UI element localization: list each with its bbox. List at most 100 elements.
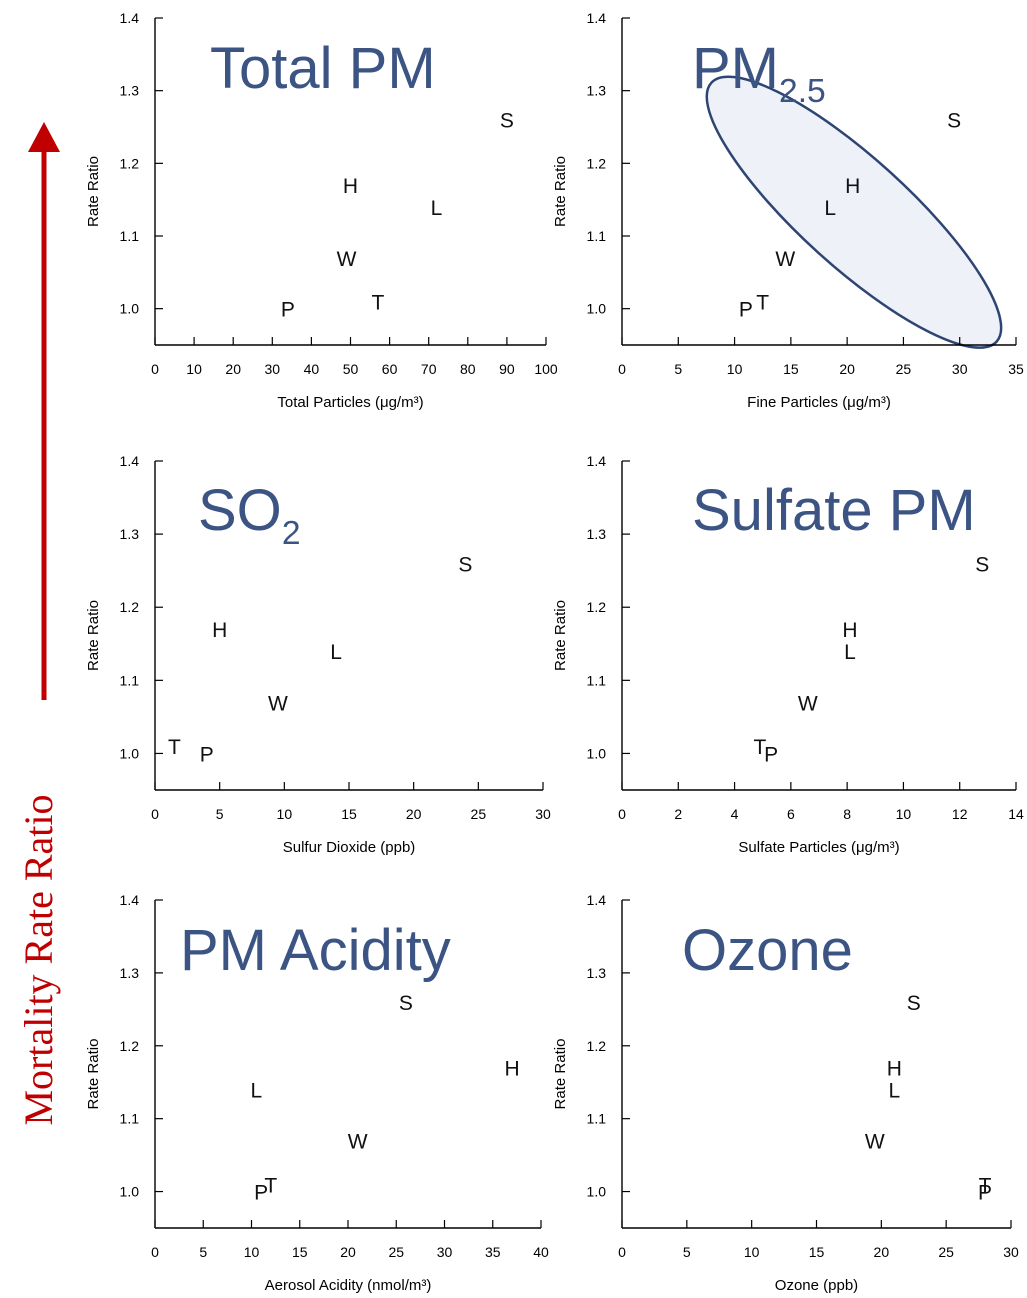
y-tick-label: 1.4 — [120, 10, 140, 26]
y-axis-label: Rate Ratio — [552, 156, 569, 227]
x-tick-label: 40 — [533, 1244, 549, 1260]
panel-title: PM Acidity — [180, 918, 451, 983]
x-tick-label: 5 — [216, 806, 224, 822]
panel-3: 1.0 1.1 1.2 1.3 1.4 0 5 10 15 20 25 30 Sulfur Dioxid… — [85, 453, 551, 856]
x-tick-label: 30 — [952, 361, 968, 377]
point-P: P — [200, 743, 214, 766]
x-tick-label: 12 — [952, 806, 968, 822]
point-L: L — [824, 197, 836, 220]
y-axis-label: Rate Ratio — [85, 1039, 102, 1110]
x-tick-label: 30 — [265, 361, 281, 377]
point-S: S — [907, 992, 921, 1015]
y-axis-label: Rate Ratio — [552, 1039, 569, 1110]
x-axis-label: Aerosol Acidity (nmol/m³) — [265, 1277, 432, 1294]
x-tick-label: 4 — [731, 806, 739, 822]
x-tick-label: 90 — [499, 361, 515, 377]
x-tick-label: 5 — [199, 1244, 207, 1260]
x-tick-label: 6 — [787, 806, 795, 822]
x-tick-label: 35 — [1008, 361, 1024, 377]
point-L: L — [431, 197, 443, 220]
x-tick-label: 2 — [674, 806, 682, 822]
point-W: W — [775, 248, 795, 271]
x-tick-label: 50 — [343, 361, 359, 377]
x-tick-label: 25 — [388, 1244, 404, 1260]
y-tick-label: 1.3 — [587, 965, 607, 981]
arrow-head-icon — [28, 122, 60, 152]
point-W: W — [798, 692, 818, 715]
y-tick-label: 1.0 — [120, 301, 140, 317]
y-tick-label: 1.1 — [120, 1111, 140, 1127]
point-T: T — [756, 291, 769, 314]
point-H: H — [343, 175, 358, 198]
panel-title: PM2.5 — [692, 36, 826, 110]
point-T: T — [371, 291, 384, 314]
point-T: T — [264, 1174, 277, 1197]
x-tick-label: 0 — [151, 1244, 159, 1260]
y-tick-label: 1.3 — [120, 526, 140, 542]
x-tick-label: 25 — [896, 361, 912, 377]
point-S: S — [975, 553, 989, 576]
panel-title: Sulfate PM — [692, 478, 976, 543]
panel-2: 1.0 1.1 1.2 1.3 1.4 0 5 10 15 20 25 30 35 Fine Partic… — [552, 10, 1024, 411]
y-axis-label: Rate Ratio — [552, 600, 569, 671]
panel-4: 1.0 1.1 1.2 1.3 1.4 0 2 4 6 8 10 12 14 Sulfate Partic… — [552, 453, 1024, 856]
panels: 1.01.11.21.31.40 10 20 30 40 50 60 70 80 90 100Tot… — [85, 10, 1024, 1294]
x-tick-label: 10 — [186, 361, 202, 377]
y-tick-label: 1.3 — [587, 83, 607, 99]
y-tick-label: 1.2 — [120, 155, 140, 171]
y-tick-label: 1.1 — [120, 672, 140, 688]
point-H: H — [212, 619, 227, 642]
x-tick-label: 15 — [292, 1244, 308, 1260]
y-tick-label: 1.3 — [120, 83, 140, 99]
x-axis-label: Sulfur Dioxide (ppb) — [283, 839, 416, 856]
x-tick-label: 14 — [1008, 806, 1024, 822]
y-tick-label: 1.2 — [120, 599, 140, 615]
y-tick-label: 1.0 — [587, 301, 607, 317]
y-tick-label: 1.4 — [587, 892, 607, 908]
x-tick-label: 60 — [382, 361, 398, 377]
x-tick-label: 10 — [244, 1244, 260, 1260]
x-axis-label: Total Particles (μg/m³) — [277, 394, 423, 411]
point-H: H — [842, 619, 857, 642]
point-T: T — [753, 736, 766, 759]
x-tick-label: 15 — [809, 1244, 825, 1260]
x-tick-label: 0 — [151, 361, 159, 377]
point-P: P — [281, 299, 295, 322]
side-annotation: Mortality Rate Ratio — [16, 122, 61, 1126]
x-tick-label: 0 — [618, 806, 626, 822]
point-L: L — [844, 641, 856, 664]
point-P: P — [739, 299, 753, 322]
x-tick-label: 8 — [843, 806, 851, 822]
x-tick-label: 0 — [618, 1244, 626, 1260]
point-T: T — [168, 736, 181, 759]
x-tick-label: 25 — [938, 1244, 954, 1260]
point-P: P — [254, 1182, 268, 1205]
panel-1: 1.0 1.1 1.2 1.3 1.4 0 10 20 30 40 50 60 70 80 90 100 Tot… — [85, 10, 558, 411]
x-tick-label: 5 — [683, 1244, 691, 1260]
highlight-ellipse — [705, 75, 1003, 349]
y-tick-label: 1.3 — [587, 526, 607, 542]
x-tick-label: 30 — [1003, 1244, 1019, 1260]
y-tick-label: 1.2 — [587, 1038, 607, 1054]
x-axis-label: Sulfate Particles (μg/m³) — [738, 839, 899, 856]
point-W: W — [268, 692, 288, 715]
point-S: S — [947, 110, 961, 133]
x-tick-label: 30 — [535, 806, 551, 822]
point-P: P — [764, 743, 778, 766]
x-tick-label: 25 — [471, 806, 487, 822]
mortality-rate-ratio-label: Mortality Rate Ratio — [16, 794, 61, 1125]
y-tick-label: 1.1 — [587, 228, 607, 244]
x-tick-label: 0 — [618, 361, 626, 377]
x-tick-label: 20 — [406, 806, 422, 822]
y-tick-label: 1.4 — [587, 10, 607, 26]
panel-5: 1.0 1.1 1.2 1.3 1.4 0 5 10 15 20 25 30 35 40 Aerosol A… — [85, 892, 549, 1294]
x-axis-label: Ozone (ppb) — [775, 1277, 858, 1294]
y-axis-label: Rate Ratio — [85, 156, 102, 227]
point-L: L — [250, 1080, 262, 1103]
y-tick-label: 1.2 — [587, 155, 607, 171]
point-T: T — [979, 1174, 992, 1197]
x-tick-label: 20 — [225, 361, 241, 377]
x-tick-label: 15 — [341, 806, 357, 822]
x-axis-label: Fine Particles (μg/m³) — [747, 394, 891, 411]
point-S: S — [500, 110, 514, 133]
